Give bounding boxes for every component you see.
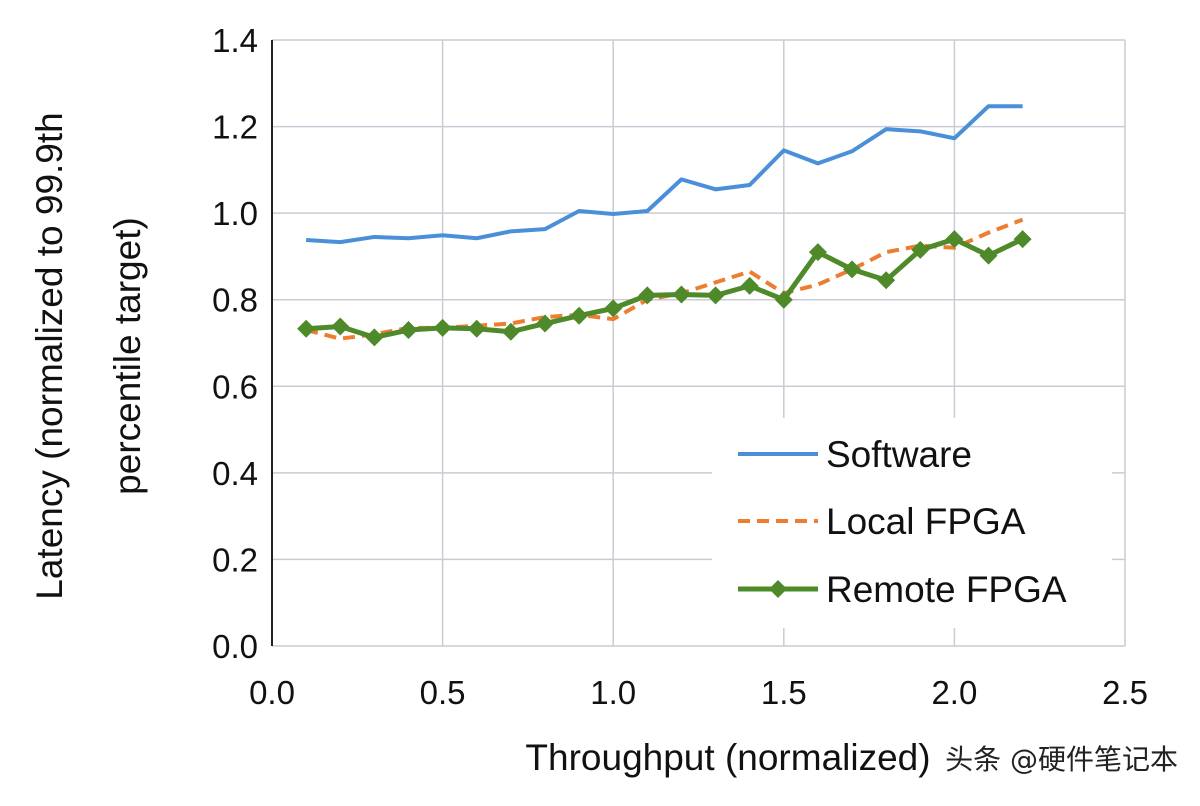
data-point-remote-fpga (672, 285, 691, 304)
series-line-software (305, 104, 1023, 245)
data-point-remote-fpga (535, 314, 554, 333)
legend-label-remote-fpga: Remote FPGA (826, 569, 1067, 610)
data-point-remote-fpga (365, 328, 384, 347)
data-point-remote-fpga (604, 299, 623, 318)
data-point-remote-fpga (1013, 230, 1032, 249)
series-remote-fpga (297, 230, 1032, 347)
y-tick-label: 0.4 (212, 455, 258, 492)
grid (272, 39, 1126, 647)
data-point-remote-fpga (570, 306, 589, 325)
x-tick-labels: 0.0 0.5 1.0 1.5 2.0 2.5 (249, 674, 1148, 711)
data-point-remote-fpga (774, 290, 793, 309)
x-tick-label: 0.0 (249, 674, 295, 711)
y-tick-label: 0.0 (212, 628, 258, 665)
y-tick-label: 0.8 (212, 282, 258, 319)
series-software (305, 104, 1023, 245)
y-axis-label-line1: Latency (normalized to 99.9th (29, 112, 70, 599)
data-point-remote-fpga (433, 318, 452, 337)
legend: Software Local FPGA Remote FPGA (712, 418, 1112, 628)
data-point-remote-fpga (297, 319, 316, 338)
y-tick-label: 0.6 (212, 368, 258, 405)
data-point-remote-fpga (638, 286, 657, 305)
legend-marker-remote-fpga (769, 580, 787, 598)
data-point-remote-fpga (979, 246, 998, 265)
x-tick-label: 0.5 (420, 674, 466, 711)
x-tick-label: 2.5 (1102, 674, 1148, 711)
y-tick-label: 1.0 (212, 195, 258, 232)
data-point-remote-fpga (467, 319, 486, 338)
data-point-remote-fpga (808, 243, 827, 262)
y-tick-label: 0.2 (212, 541, 258, 578)
y-tick-label: 1.2 (212, 109, 258, 146)
series-group (297, 104, 1032, 347)
data-point-remote-fpga (331, 317, 350, 336)
data-point-remote-fpga (399, 321, 418, 340)
x-axis-label: Throughput (normalized) (525, 737, 930, 778)
data-point-remote-fpga (911, 240, 930, 259)
watermark: 头条 @硬件笔记本 (945, 738, 1178, 778)
data-point-remote-fpga (877, 271, 896, 290)
data-point-remote-fpga (843, 260, 862, 279)
data-point-remote-fpga (706, 286, 725, 305)
legend-label-software: Software (826, 434, 972, 475)
data-point-remote-fpga (501, 322, 520, 341)
y-tick-label: 1.4 (212, 22, 258, 59)
y-tick-labels: 0.0 0.2 0.4 0.6 0.8 1.0 1.2 1.4 (212, 22, 258, 665)
x-tick-label: 1.5 (761, 674, 807, 711)
data-point-remote-fpga (740, 276, 759, 295)
y-axis-label-line2: percentile target) (107, 217, 148, 495)
series-line-remote-fpga (305, 236, 1024, 340)
x-tick-label: 1.0 (590, 674, 636, 711)
legend-label-local-fpga: Local FPGA (826, 501, 1026, 542)
x-tick-label: 2.0 (931, 674, 977, 711)
data-point-remote-fpga (945, 230, 964, 249)
